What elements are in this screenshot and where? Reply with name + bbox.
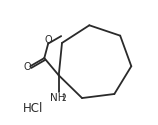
Text: O: O [23,62,31,72]
Text: O: O [44,36,52,46]
Text: NH: NH [50,93,66,103]
Text: HCl: HCl [23,102,43,115]
Text: 2: 2 [62,94,66,103]
